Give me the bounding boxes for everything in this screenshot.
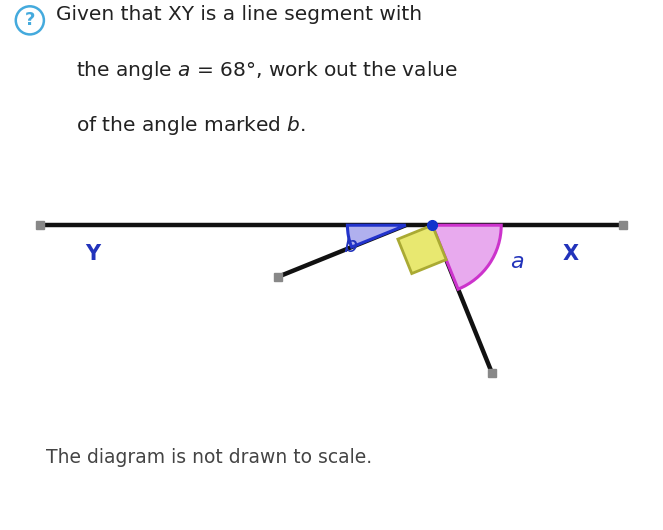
Polygon shape — [398, 225, 446, 273]
Wedge shape — [347, 225, 406, 247]
Text: the angle $a$ = 68°, work out the value: the angle $a$ = 68°, work out the value — [76, 59, 458, 82]
Text: $b$: $b$ — [343, 236, 357, 257]
Text: Y: Y — [86, 244, 100, 264]
Text: Given that XY is a line segment with: Given that XY is a line segment with — [56, 5, 422, 24]
Wedge shape — [432, 225, 501, 289]
Text: ?: ? — [25, 11, 35, 29]
Text: The diagram is not drawn to scale.: The diagram is not drawn to scale. — [46, 448, 373, 467]
Text: of the angle marked $b$.: of the angle marked $b$. — [76, 113, 306, 137]
Text: X: X — [562, 244, 578, 264]
Text: $a$: $a$ — [510, 252, 524, 272]
